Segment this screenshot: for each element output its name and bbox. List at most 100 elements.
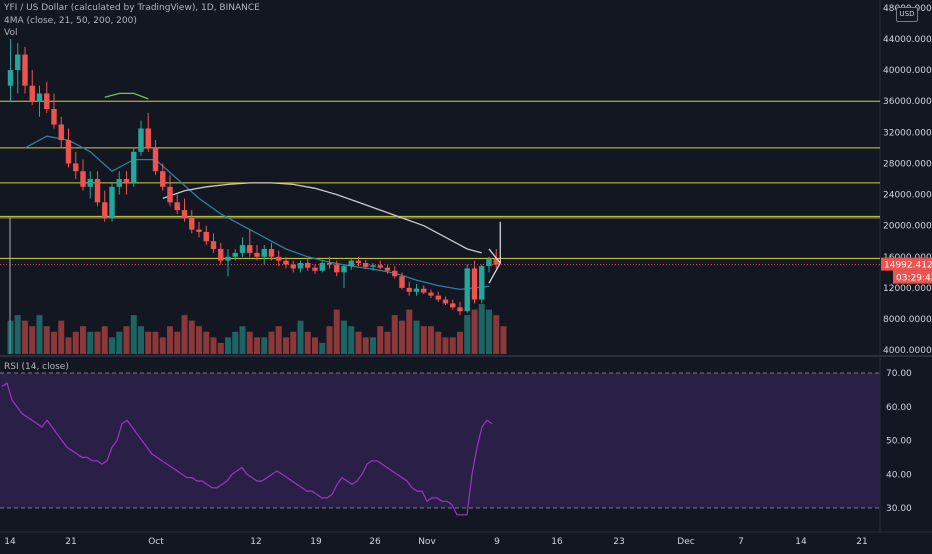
candle-body[interactable] (326, 263, 333, 265)
moving-average-line (24, 135, 490, 291)
candle-body[interactable] (160, 171, 166, 187)
candle-body[interactable] (29, 85, 35, 102)
current-price-label: 14992.41213 (884, 261, 932, 271)
volume-bar (319, 342, 326, 354)
candle-body[interactable] (218, 249, 224, 261)
volume-bar (254, 337, 260, 354)
volume-bar (232, 331, 239, 354)
time-tick-label: 14 (4, 537, 16, 547)
candle-body[interactable] (116, 179, 122, 187)
candle-body[interactable] (145, 128, 151, 148)
candle-body[interactable] (276, 256, 282, 261)
candle-body[interactable] (384, 267, 391, 271)
volume-bar (94, 331, 101, 354)
price-tick-label: 24000.000000 (883, 191, 932, 201)
candle-body[interactable] (435, 295, 441, 300)
candle-body[interactable] (268, 249, 275, 257)
volume-bar (297, 320, 304, 354)
volume-bar (116, 331, 123, 354)
candle-body[interactable] (283, 260, 289, 265)
candle-body[interactable] (167, 186, 173, 203)
candle-body[interactable] (450, 303, 456, 308)
volume-bar (181, 315, 188, 354)
candle-body[interactable] (377, 265, 383, 268)
candle-body[interactable] (370, 265, 376, 267)
price-tick-label: 4000.000000 (883, 346, 932, 356)
candle-body[interactable] (428, 292, 434, 296)
volume-bar (333, 309, 340, 354)
candle-body[interactable] (399, 276, 405, 288)
currency-badge[interactable]: USD (896, 7, 918, 22)
candle-body[interactable] (413, 288, 420, 292)
candle-body[interactable] (181, 210, 188, 218)
candle-body[interactable] (174, 202, 180, 211)
candle-body[interactable] (261, 249, 267, 257)
time-tick-label: Nov (418, 537, 436, 547)
rsi-indicator-label[interactable]: RSI (14, close) (4, 362, 69, 372)
candle-body[interactable] (297, 263, 304, 269)
volume-bar (399, 320, 405, 354)
candle-body[interactable] (392, 270, 398, 277)
volume-bar (167, 326, 173, 354)
candle-body[interactable] (442, 299, 449, 304)
time-tick-label: 23 (613, 537, 624, 547)
candle-body[interactable] (479, 266, 485, 300)
rsi-tick-label: 40.00 (886, 470, 912, 480)
candle-body[interactable] (73, 163, 79, 172)
candle-body[interactable] (22, 54, 28, 86)
candle-body[interactable] (210, 241, 217, 249)
candle-body[interactable] (486, 259, 492, 267)
candle-body[interactable] (152, 147, 159, 172)
countdown-label: 03:29:42 (896, 274, 932, 284)
candle-body[interactable] (341, 266, 347, 273)
candle-body[interactable] (334, 264, 340, 273)
volume-bar (435, 331, 442, 354)
volume-bar (341, 320, 347, 354)
volume-bar (36, 315, 43, 354)
candle-body[interactable] (254, 252, 260, 257)
volume-bar (486, 309, 492, 354)
candle-body[interactable] (131, 151, 137, 183)
candle-body[interactable] (312, 267, 318, 271)
candle-body[interactable] (305, 263, 311, 268)
candle-body[interactable] (44, 93, 50, 109)
candle-body[interactable] (7, 70, 14, 86)
candle-body[interactable] (65, 140, 72, 164)
candle-body[interactable] (290, 264, 296, 269)
candle-body[interactable] (87, 179, 93, 187)
candle-body[interactable] (363, 263, 369, 267)
candle-body[interactable] (58, 124, 64, 141)
volume-bar (290, 331, 297, 354)
candle-body[interactable] (138, 128, 144, 152)
price-tick-label: 40000.000000 (883, 66, 932, 76)
candle-body[interactable] (421, 288, 427, 293)
candle-body[interactable] (94, 179, 101, 203)
candle-body[interactable] (319, 263, 325, 271)
candle-body[interactable] (102, 202, 108, 218)
candle-body[interactable] (123, 179, 130, 183)
candle-body[interactable] (247, 245, 253, 253)
candle-body[interactable] (36, 93, 43, 102)
candle-body[interactable] (225, 256, 231, 261)
candle-body[interactable] (471, 268, 478, 300)
candle-body[interactable] (80, 171, 86, 187)
candle-body[interactable] (203, 231, 209, 242)
candle-body[interactable] (232, 252, 238, 257)
candle-body[interactable] (51, 109, 57, 125)
volume-bar (239, 326, 246, 354)
candle-body[interactable] (196, 229, 202, 232)
candle-body[interactable] (15, 54, 21, 71)
volume-indicator-label[interactable]: Vol (4, 28, 18, 38)
candle-body[interactable] (406, 287, 412, 292)
candle-body[interactable] (348, 260, 354, 267)
candle-body[interactable] (189, 217, 195, 230)
candle-body[interactable] (355, 260, 362, 263)
ma-indicator-label[interactable]: 4MA (close, 21, 50, 200, 200) (4, 16, 137, 26)
time-tick-label: 12 (250, 537, 261, 547)
candle-body[interactable] (493, 259, 499, 265)
candle-body[interactable] (239, 245, 246, 253)
candle-body[interactable] (109, 186, 115, 218)
candle-body[interactable] (457, 307, 463, 312)
candle-body[interactable] (464, 268, 470, 312)
